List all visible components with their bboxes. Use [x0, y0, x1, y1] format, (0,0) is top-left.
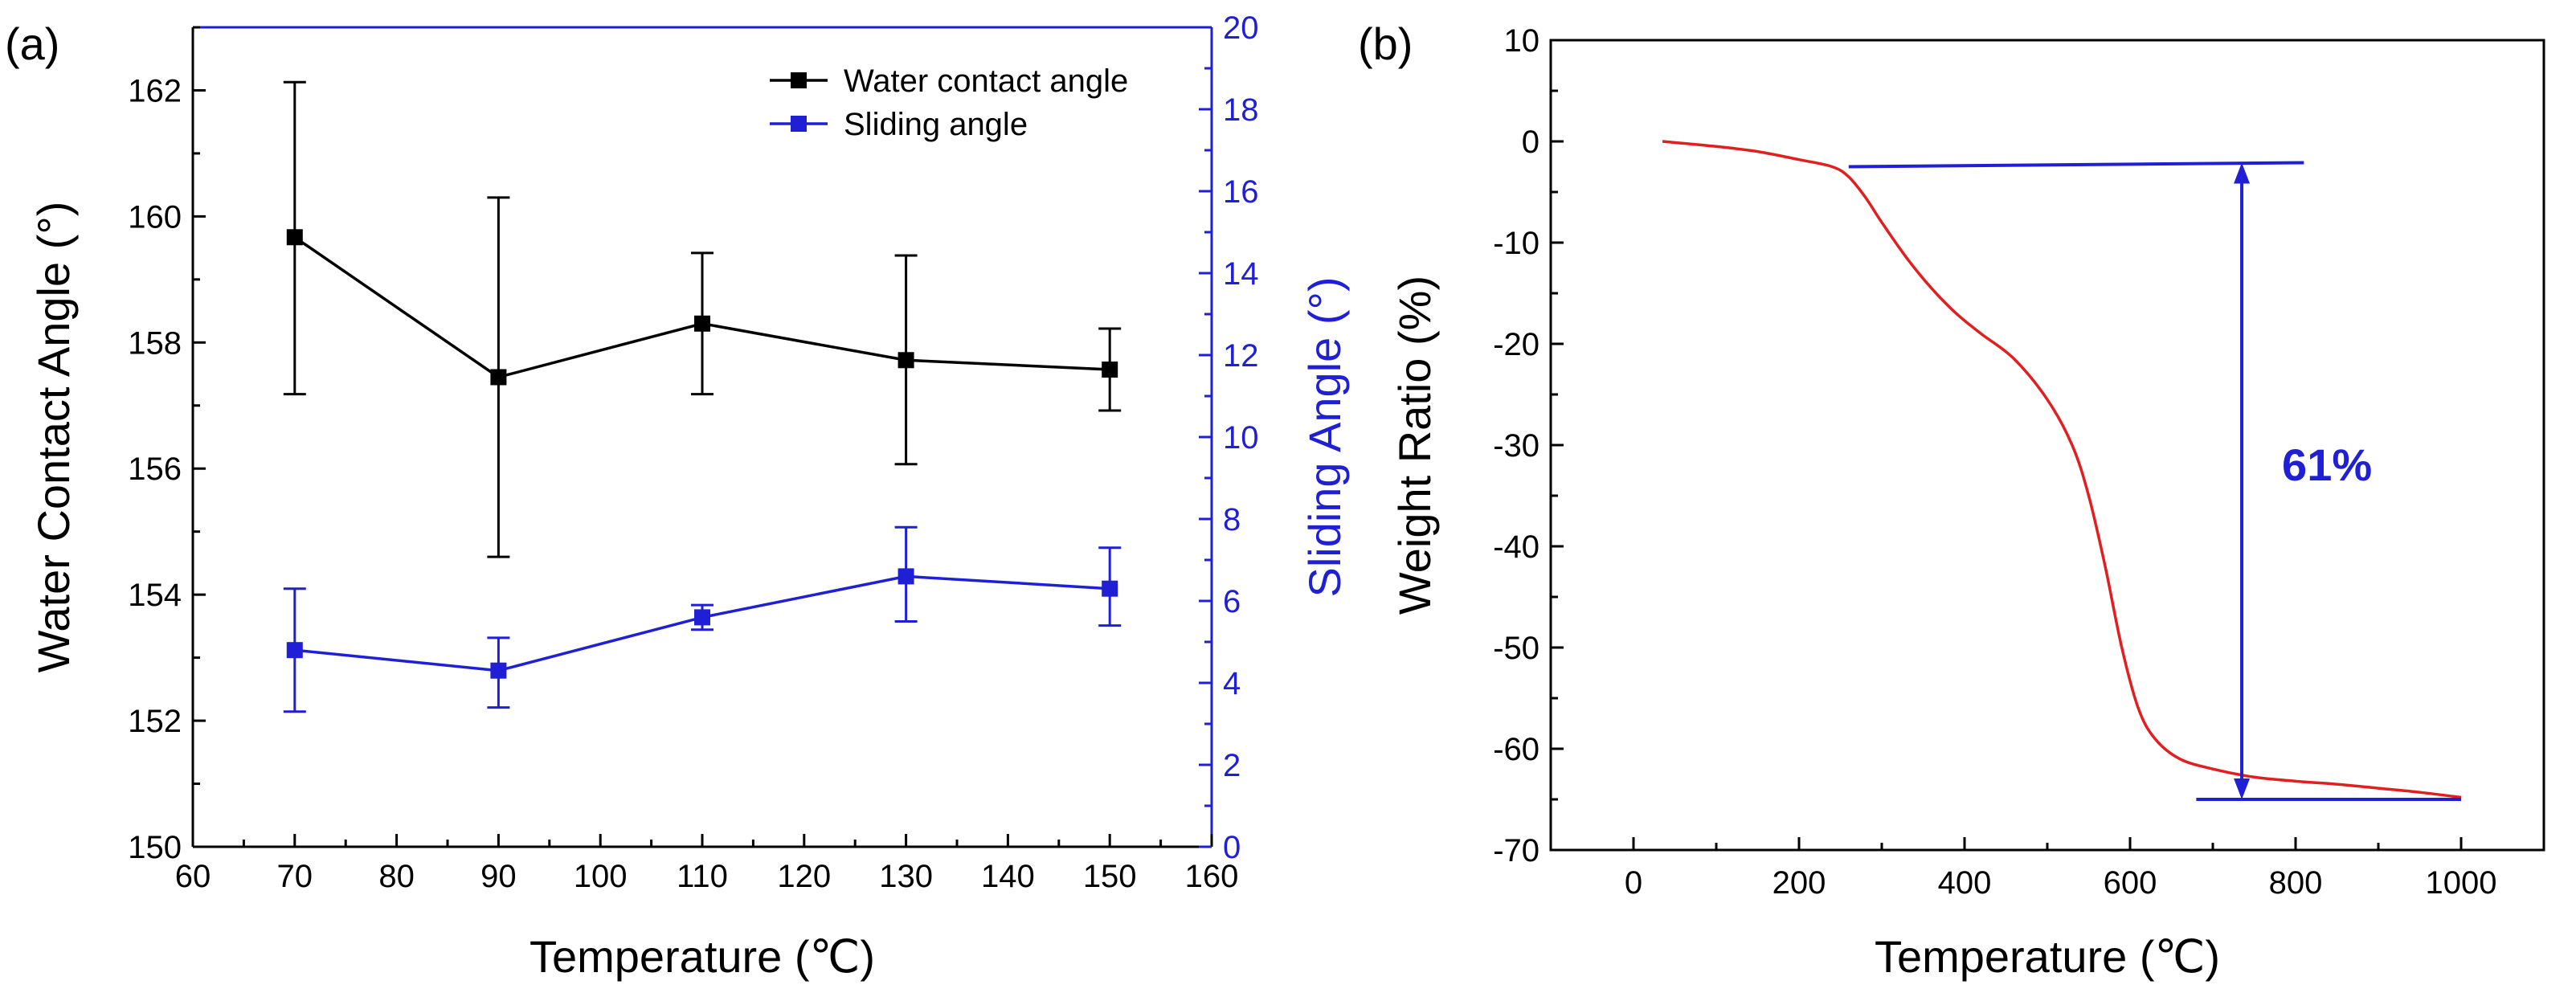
y2-axis-title: Sliding Angle (°)	[1299, 276, 1350, 597]
y-axis-title: Water Contact Angle (°)	[28, 202, 79, 673]
panel-a-label: (a)	[5, 18, 59, 69]
y-tick-label: 160	[128, 199, 182, 235]
y-tick-label: 156	[128, 452, 182, 487]
y-tick-label: -10	[1493, 226, 1539, 261]
data-point	[898, 352, 914, 369]
x-tick-label: 800	[2269, 865, 2323, 901]
data-point	[898, 568, 914, 585]
y2-tick-label: 16	[1223, 174, 1259, 210]
y2-tick-label: 2	[1223, 748, 1241, 783]
data-point	[1102, 580, 1118, 597]
y-tick-label: 152	[128, 704, 182, 739]
annotation-label: 61%	[2282, 439, 2372, 490]
annotation-upper-line	[1848, 161, 2304, 169]
x-axis-title: Temperature (℃)	[530, 931, 875, 982]
x-tick-label: 70	[277, 859, 313, 894]
y-tick-label: -60	[1493, 732, 1539, 767]
panel-b-label: (b)	[1358, 18, 1413, 69]
plot-frame	[1549, 39, 2545, 852]
data-point	[490, 662, 507, 679]
x-tick-label: 150	[1083, 859, 1137, 894]
y2-tick-label: 10	[1223, 420, 1259, 456]
y-tick-label: 0	[1522, 125, 1539, 160]
data-point	[286, 229, 303, 246]
y2-tick-label: 12	[1223, 338, 1259, 374]
x-tick-label: 120	[777, 859, 831, 894]
x-tick-label: 130	[879, 859, 933, 894]
x-tick-label: 90	[480, 859, 517, 894]
annotation-arrowhead-down	[2234, 778, 2251, 799]
y-tick-label: -20	[1493, 327, 1539, 362]
panel-b: (b) 0 200 400 600 800 1000 -70 -60 -50 -40 -30 -20 -1…	[1358, 18, 2545, 982]
y-tick-label: 154	[128, 578, 182, 613]
y2-tick-label: 6	[1223, 584, 1241, 619]
y2-tick-label: 20	[1223, 10, 1259, 46]
x-tick-label: 160	[1185, 859, 1239, 894]
data-point	[490, 369, 507, 386]
x-tick-label: 600	[2104, 865, 2157, 901]
y-tick-label: 162	[128, 73, 182, 108]
panel-a: (a)60 70 80 90 100 110 120 130 140 150 16015015215…	[5, 10, 1350, 982]
y-tick-label: 10	[1504, 23, 1540, 59]
y2-tick-label: 0	[1223, 830, 1241, 865]
data-point	[694, 609, 710, 626]
y2-tick-label: 14	[1223, 256, 1259, 292]
x-axis-title: Temperature (℃)	[1875, 931, 2220, 982]
x-tick-label: 200	[1773, 865, 1826, 901]
y-tick-label: 158	[128, 325, 182, 361]
legend-marker	[791, 72, 807, 88]
y-tick-label: 150	[128, 830, 182, 865]
x-tick-label: 1000	[2426, 865, 2497, 901]
y2-tick-label: 4	[1223, 666, 1241, 701]
legend-marker	[791, 116, 807, 132]
data-point	[286, 642, 303, 659]
legend-label: Water contact angle	[844, 63, 1128, 99]
y-tick-label: -30	[1493, 428, 1539, 464]
x-tick-label: 60	[175, 859, 211, 894]
y-axis-title: Weight Ratio (%)	[1389, 276, 1440, 615]
legend-label: Sliding angle	[844, 107, 1028, 142]
y-tick-label: -50	[1493, 631, 1539, 666]
y-tick-label: -40	[1493, 529, 1539, 565]
x-tick-label: 80	[378, 859, 415, 894]
y-tick-label: -70	[1493, 833, 1539, 868]
y2-tick-label: 18	[1223, 92, 1259, 128]
x-tick-label: 400	[1938, 865, 1992, 901]
tga-curve	[1662, 140, 2462, 799]
x-tick-label: 0	[1625, 865, 1642, 901]
x-tick-label: 100	[574, 859, 628, 894]
data-point	[1102, 362, 1118, 378]
x-tick-label: 110	[677, 859, 728, 894]
x-tick-label: 140	[981, 859, 1035, 894]
data-point	[694, 315, 710, 332]
y2-tick-label: 8	[1223, 502, 1241, 537]
annotation-arrowhead-up	[2234, 162, 2251, 184]
